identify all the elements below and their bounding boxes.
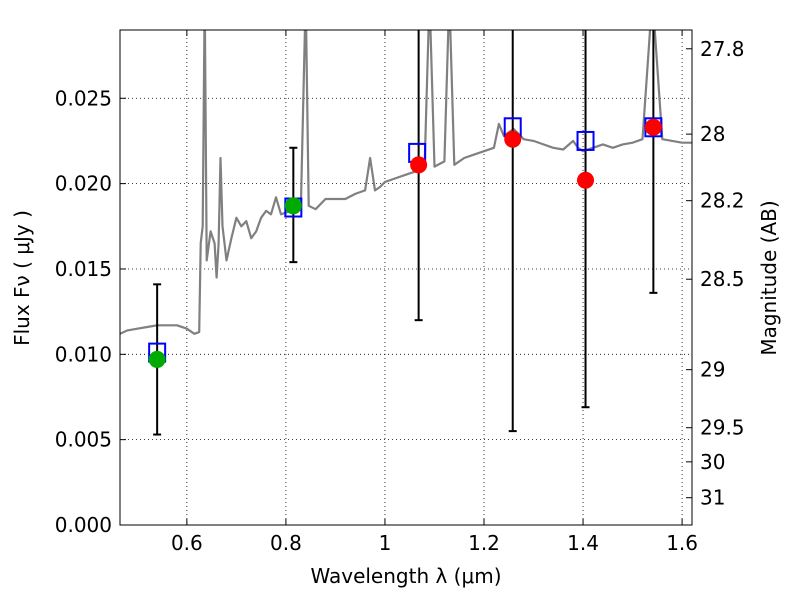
plot-frame [119,29,693,526]
observed-point [410,156,428,174]
x-axis-label: Wavelength λ (μm) [310,564,501,588]
right-tick-label: 29 [700,358,725,382]
right-axis-label: Magnitude (AB) [757,200,781,355]
detections-point [148,350,166,368]
x-tick-label: 0.8 [270,531,302,555]
x-tick-label: 1 [379,531,392,555]
x-tick-label: 0.6 [171,531,203,555]
y-tick-label: 0.010 [55,342,112,366]
model-photometry-square [576,130,595,151]
y-tick-label: 0.025 [55,86,112,110]
right-tick-label: 27.8 [700,37,745,61]
right-tick-label: 28.2 [700,189,745,213]
right-tick-label: 28.5 [700,267,745,291]
right-tick-label: 31 [700,486,725,510]
model-sed-line [120,30,692,335]
right-tick-label: 29.5 [700,416,745,440]
observed-point [504,130,522,148]
y-axis-label: Flux Fν ( μJy ) [10,210,34,346]
observed-point [644,118,662,136]
x-tick-label: 1.2 [468,531,500,555]
x-tick-label: 1.4 [567,531,599,555]
axes: 0.6 0.8 1 1.2 1.4 1.6 0.000 0.005 0.010 0.015 0.02… [55,30,745,555]
x-tick-label: 1.6 [666,531,698,555]
y-tick-label: 0.020 [55,172,112,196]
y-tick-label: 0.015 [55,257,112,281]
detections-point [284,197,302,215]
observed-point [577,171,595,189]
plot-area [120,30,692,335]
right-tick-label: 28 [700,122,725,146]
y-tick-label: 0.000 [55,513,112,537]
markers [148,117,663,368]
right-tick-label: 30 [700,450,725,474]
y-tick-label: 0.005 [55,428,112,452]
